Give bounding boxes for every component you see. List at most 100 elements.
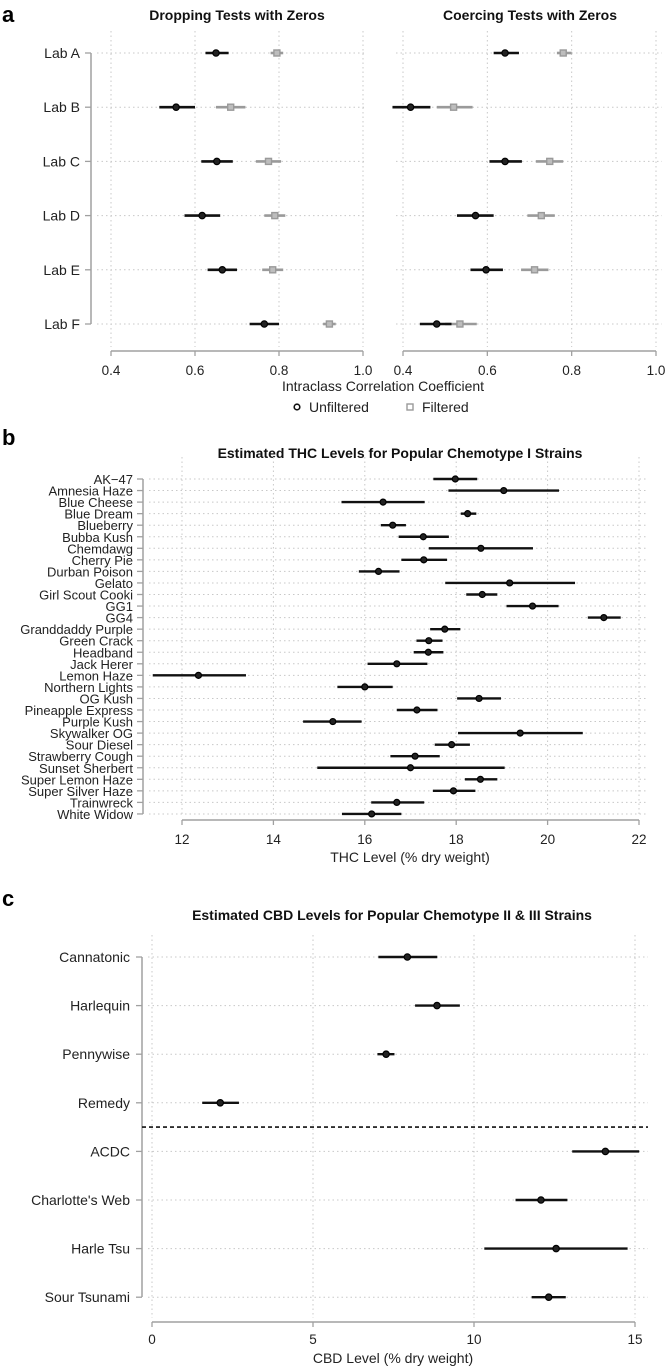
data-point (433, 1001, 441, 1010)
plot-a-0: 0.4 0.6 0.8 1.0 Lab A Lab B Lab C Lab D Lab E Lab… (43, 31, 373, 378)
data-point (393, 798, 401, 807)
data-point (420, 556, 428, 564)
data-point (464, 510, 472, 518)
y-tick-label: Girl Scout Cooki (39, 588, 133, 603)
data-point (411, 752, 419, 760)
data-point (516, 729, 524, 737)
data-point (172, 103, 180, 112)
series-estimate (202, 953, 640, 1302)
data-point (501, 49, 509, 57)
y-tick-label: Granddaddy Purple (20, 622, 133, 637)
chart-title-thc: Estimated THC Levels for Popular Chemoty… (218, 445, 583, 461)
data-point (260, 320, 269, 328)
data-point-square (537, 211, 546, 220)
data-point (448, 741, 456, 749)
data-point (382, 1050, 390, 1059)
data-point (528, 602, 537, 610)
data-point-square (456, 320, 464, 328)
y-tick-label: GG4 (106, 611, 133, 626)
data-point (449, 787, 458, 795)
data-point (601, 1147, 610, 1156)
data-point (501, 157, 509, 166)
y-tick-label: Durban Poison (47, 564, 133, 579)
y-tick-label: AK−47 (94, 472, 133, 487)
y-tick-label: Blue Cheese (59, 495, 133, 510)
data-point (403, 953, 412, 961)
y-tick-label: Sour Tsunami (45, 1289, 130, 1305)
x-tick-label: 20 (540, 832, 555, 847)
data-point-square (264, 157, 273, 166)
y-tick-label: Cherry Pie (72, 553, 133, 568)
series-unfiltered (392, 49, 522, 328)
series-estimate (152, 475, 621, 818)
data-point (393, 660, 401, 668)
data-point (537, 1196, 545, 1204)
data-point (441, 625, 449, 633)
y-tick-label: GG1 (106, 599, 133, 614)
y-tick-label: Purple Kush (62, 715, 133, 730)
x-tick-label: 0.6 (186, 363, 205, 378)
data-point (552, 1244, 560, 1253)
plot-c-3: 0 5 10 15 Cannatonic Harlequin Pennywise Remedy… (31, 935, 648, 1347)
legend-unfiltered-label: Unfiltered (309, 399, 369, 415)
y-tick-label: Harlequin (70, 998, 130, 1014)
data-point (477, 544, 485, 552)
y-tick-label: Amnesia Haze (48, 484, 133, 499)
legend: Unfiltered Filtered (293, 399, 469, 415)
y-tick-label: ACDC (90, 1143, 130, 1159)
y-tick-label: Chemdawg (67, 541, 133, 556)
y-tick-label: White Widow (57, 807, 133, 822)
y-tick-label: Headband (73, 645, 133, 660)
data-point-square (325, 320, 334, 328)
chart-title-coercing: Coercing Tests with Zeros (443, 7, 617, 23)
y-tick-label: Trainwreck (70, 795, 134, 810)
data-point (478, 590, 486, 599)
x-axis-label-thc: THC Level (% dry weight) (330, 849, 490, 865)
x-tick-label: 22 (631, 832, 646, 847)
data-point (482, 265, 490, 274)
x-tick-label: 14 (266, 832, 282, 847)
data-point (471, 211, 480, 220)
y-tick-label: Pineapple Express (25, 703, 134, 718)
data-point-square (273, 49, 281, 57)
data-point (368, 810, 376, 818)
y-tick-label: Sour Diesel (66, 738, 133, 753)
y-tick-label: Bubba Kush (62, 530, 133, 545)
panel-label-a: a (2, 2, 15, 27)
y-tick-label: Charlotte's Web (31, 1192, 130, 1208)
y-tick-label: Lab D (43, 208, 80, 224)
data-point (413, 706, 421, 714)
y-tick-label: Green Crack (59, 634, 133, 649)
chart-title-dropping: Dropping Tests with Zeros (149, 7, 325, 23)
y-tick-label: Gelato (95, 576, 133, 591)
data-point (389, 521, 397, 529)
y-tick-label: Lemon Haze (59, 668, 133, 683)
data-point (432, 320, 441, 328)
y-tick-label: Strawberry Cough (28, 749, 133, 764)
data-point (424, 648, 432, 656)
plot-a-1: 0.4 0.6 0.8 1.0 (392, 31, 665, 378)
y-tick-label: Lab C (43, 153, 80, 169)
y-tick-label: Lab E (43, 262, 80, 278)
x-tick-label: 0.8 (562, 363, 581, 378)
x-tick-label: 1.0 (647, 363, 666, 378)
y-tick-label: Lab B (43, 99, 80, 115)
y-tick-label: Cannatonic (59, 949, 130, 965)
data-point (476, 775, 485, 783)
legend-filtered-label: Filtered (422, 399, 469, 415)
data-point (218, 265, 227, 274)
y-tick-label: Jack Herer (70, 657, 134, 672)
x-tick-label: 0.4 (102, 363, 121, 378)
x-tick-label: 0.8 (270, 363, 289, 378)
x-tick-label: 1.0 (354, 363, 373, 378)
data-point (216, 1099, 225, 1107)
data-point (475, 694, 483, 703)
data-point (194, 671, 203, 679)
data-point (419, 533, 427, 541)
y-tick-label: OG Kush (80, 691, 133, 706)
x-tick-label: 10 (466, 1332, 481, 1347)
data-point (600, 613, 608, 622)
panel-label-c: c (2, 886, 14, 911)
